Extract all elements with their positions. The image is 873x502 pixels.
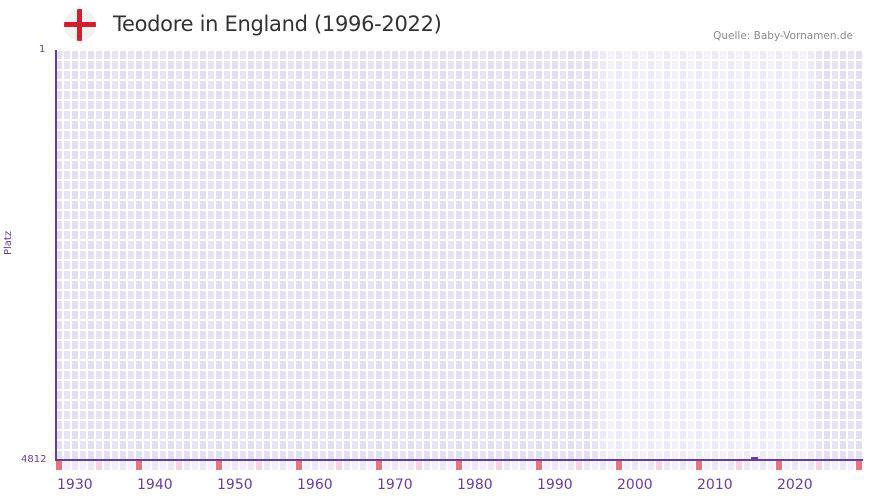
year-marker-strip <box>55 461 863 470</box>
y-tick-bottom: 4812 <box>21 454 47 465</box>
x-tick-label: 1950 <box>217 477 253 493</box>
x-axis-line <box>55 459 863 461</box>
x-tick-label: 1980 <box>457 477 493 493</box>
data-point <box>751 457 758 459</box>
x-tick-label: 1990 <box>537 477 573 493</box>
x-tick-label: 2000 <box>617 477 653 493</box>
x-tick-label: 1930 <box>57 477 93 493</box>
chart-grid <box>55 50 863 460</box>
source-credit: Quelle: Baby-Vornamen.de <box>713 30 853 42</box>
chart-title: Teodore in England (1996-2022) <box>113 12 442 36</box>
x-tick-label: 1970 <box>377 477 413 493</box>
y-axis-label: Platz <box>3 230 14 255</box>
x-tick-label: 2020 <box>777 477 813 493</box>
x-tick-label: 1960 <box>297 477 333 493</box>
x-tick-label: 2010 <box>697 477 733 493</box>
y-tick-top: 1 <box>39 44 46 55</box>
y-axis-line <box>55 50 57 461</box>
x-tick-label: 1940 <box>137 477 173 493</box>
england-flag-icon <box>64 9 96 41</box>
